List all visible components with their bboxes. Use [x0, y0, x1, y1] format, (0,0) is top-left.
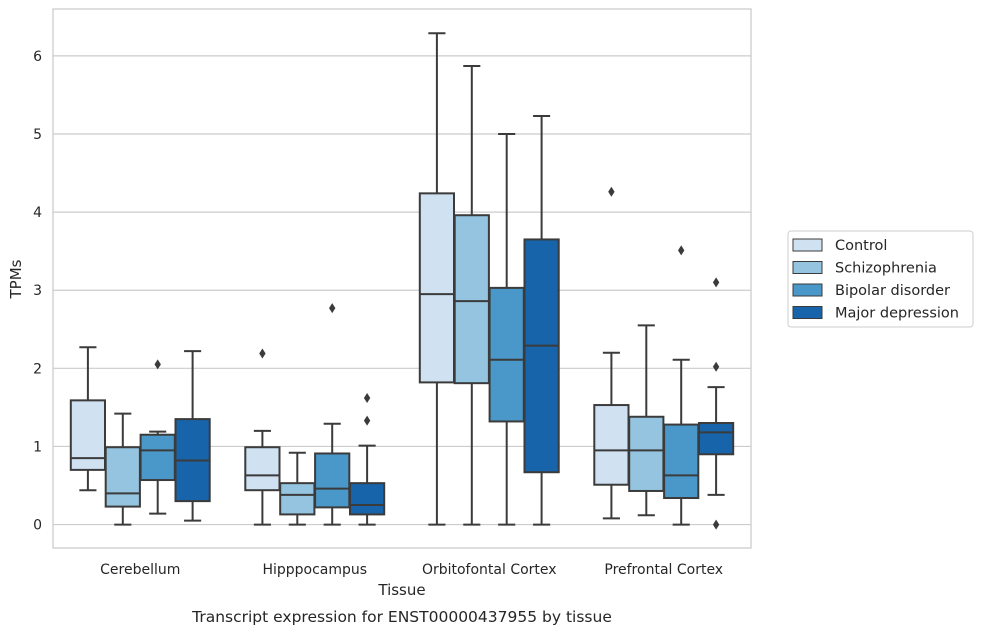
box: [453, 65, 490, 526]
box: [593, 186, 630, 520]
box: [314, 303, 351, 526]
box: [174, 350, 211, 522]
legend: Control Schizophrenia Bipolar disorder Majo…: [787, 230, 974, 328]
legend-label: Bipolar disorder: [835, 283, 950, 299]
box: [279, 451, 316, 526]
y-axis-title: TPMs: [7, 259, 25, 299]
box-iqr: [104, 446, 141, 508]
x-tick-label: Cerebellum: [100, 562, 180, 578]
box-iqr: [279, 482, 316, 516]
legend-swatch: [792, 261, 823, 274]
x-tick-label: Hipppocampus: [262, 562, 367, 578]
x-tick-label: Prefrontal Cortex: [604, 562, 723, 578]
outlier-marker: [678, 245, 685, 256]
box: [244, 348, 281, 526]
outlier-marker: [259, 348, 266, 359]
y-tick-label: 0: [33, 518, 42, 534]
outlier-marker: [712, 361, 720, 372]
outlier-marker: [608, 186, 615, 197]
legend-label: Control: [835, 238, 887, 254]
legend-frame: [787, 230, 974, 328]
outlier-marker: [712, 519, 720, 530]
legend-label: Major depression: [835, 306, 959, 322]
box-iqr: [418, 192, 456, 384]
box-iqr: [593, 404, 630, 486]
outlier-marker: [329, 303, 336, 314]
legend-label: Schizophrenia: [835, 261, 937, 277]
box-iqr: [663, 423, 700, 500]
boxes-layer: [69, 32, 735, 530]
box-iqr: [628, 415, 665, 492]
box-iqr: [523, 238, 560, 474]
y-tick-label: 3: [33, 283, 42, 299]
legend-swatch: [792, 283, 823, 297]
y-tick-label: 4: [33, 205, 42, 221]
box-iqr: [697, 422, 735, 456]
outlier-marker: [712, 277, 720, 288]
y-tick-label: 2: [33, 361, 42, 377]
box: [663, 245, 700, 526]
box: [69, 346, 107, 492]
y-tick-label: 5: [33, 127, 42, 143]
x-tick-label: Orbitofontal Cortex: [422, 562, 557, 578]
box: [697, 277, 735, 530]
box: [348, 393, 386, 526]
y-tick-labels: 0 1 2 3 4 5 6: [33, 49, 42, 534]
box-iqr: [488, 286, 525, 423]
outlier-marker: [363, 415, 371, 426]
box-iqr: [69, 399, 107, 471]
x-axis-title: Tissue: [377, 581, 425, 599]
box-iqr: [139, 433, 176, 482]
plot-frame: [52, 8, 752, 549]
box: [628, 324, 665, 517]
box-iqr: [244, 446, 281, 492]
y-tick-label: 1: [33, 439, 42, 455]
box-iqr: [453, 214, 490, 385]
box-iqr: [348, 482, 386, 516]
outlier-marker: [154, 359, 161, 370]
box: [523, 115, 560, 526]
box-iqr: [314, 452, 351, 509]
y-tick-label: 6: [33, 49, 42, 65]
x-tick-labels: Cerebellum Hipppocampus Orbitofontal Corte…: [100, 562, 723, 578]
box: [488, 132, 525, 526]
outlier-marker: [363, 393, 371, 404]
legend-swatch: [792, 238, 823, 252]
chart-caption: Transcript expression for ENST0000043795…: [191, 608, 612, 626]
legend-swatch: [792, 306, 823, 319]
